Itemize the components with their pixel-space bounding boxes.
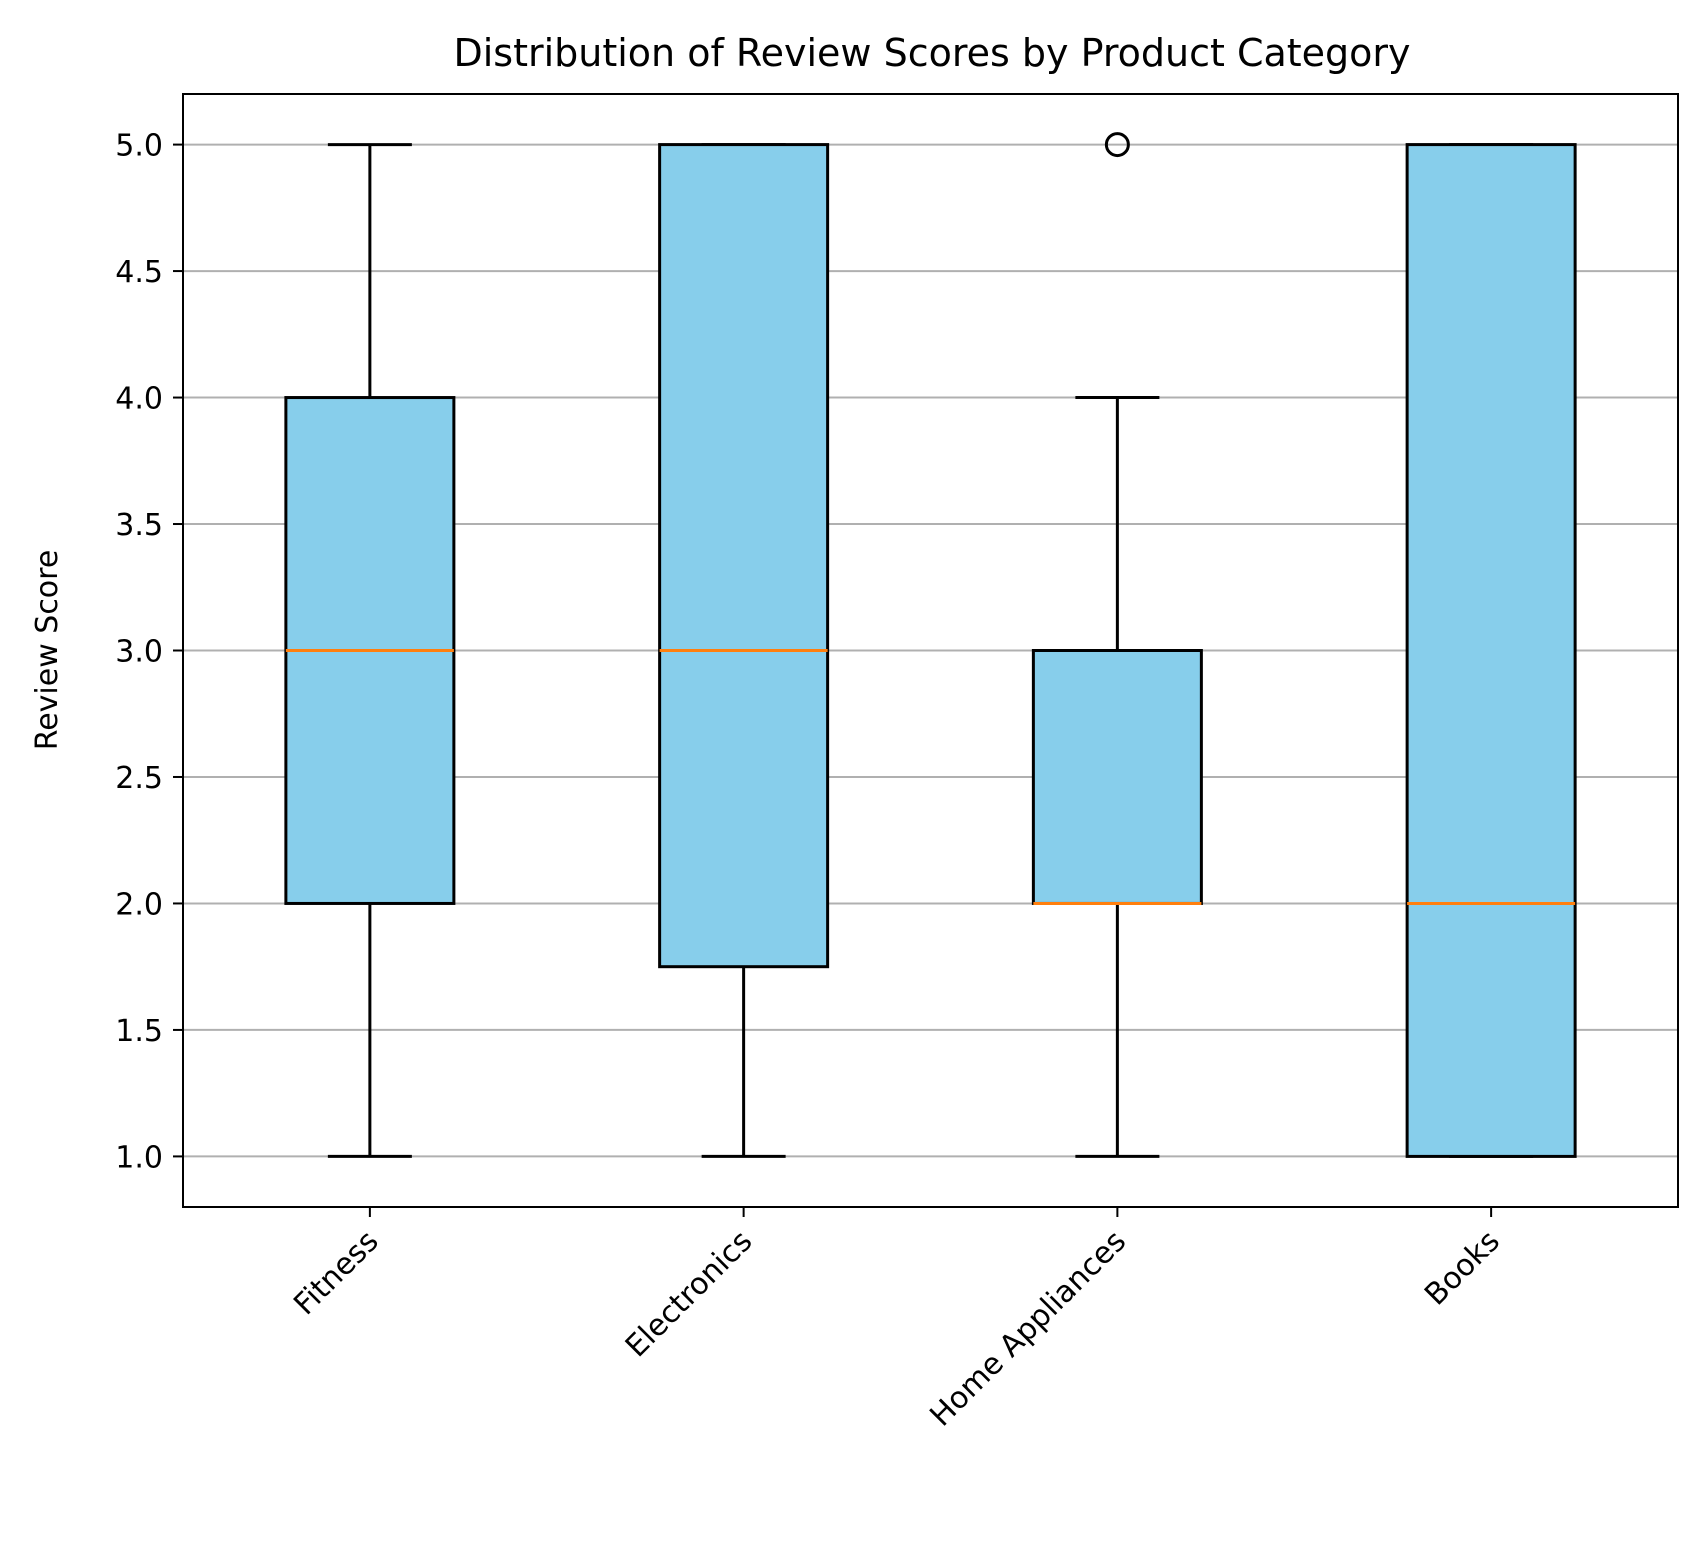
iqr-box [658, 143, 830, 969]
x-axis: Fitness Electronics Home Appliances Books [287, 1207, 1507, 1434]
box-home-appliances [1031, 132, 1203, 1158]
y-tick-label: 2.5 [115, 761, 163, 796]
y-tick-label: 3.0 [115, 635, 163, 670]
y-tick-label: 4.0 [115, 382, 163, 417]
x-tick-label: Electronics [619, 1224, 759, 1364]
box-books [1405, 143, 1577, 1158]
chart-title: Distribution of Review Scores by Product… [453, 31, 1410, 75]
y-tick-label: 1.0 [115, 1140, 163, 1175]
iqr-box [1031, 649, 1203, 905]
y-axis: 1.0 1.5 2.0 2.5 3.0 3.5 4.0 4.5 5.0 [115, 129, 183, 1175]
y-tick-label: 4.5 [115, 255, 163, 290]
y-tick-label: 2.0 [115, 887, 163, 922]
outlier-point [1104, 132, 1130, 158]
box-layer [284, 132, 1577, 1158]
x-tick-label: Books [1418, 1224, 1507, 1313]
y-axis-label: Review Score [30, 550, 65, 751]
box-fitness [284, 143, 456, 1158]
x-tick-label: Fitness [287, 1224, 385, 1322]
box-electronics [658, 143, 830, 1158]
y-tick-label: 5.0 [115, 129, 163, 164]
iqr-box [1405, 143, 1577, 1158]
y-tick-label: 3.5 [115, 508, 163, 543]
x-tick-label: Home Appliances [923, 1224, 1133, 1434]
y-tick-label: 1.5 [115, 1014, 163, 1049]
